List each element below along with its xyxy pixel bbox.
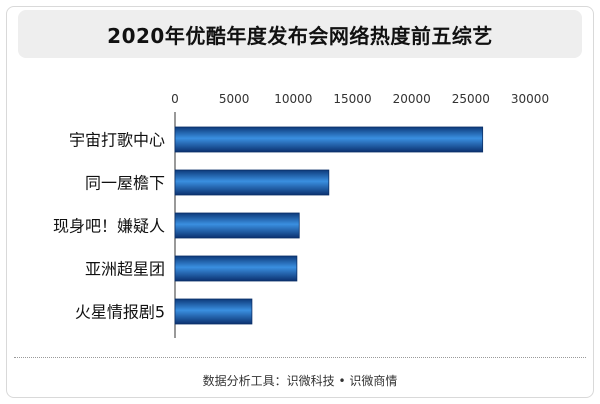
x-tick-label: 20000 (393, 92, 431, 106)
category-label: 亚洲超星团 (85, 260, 165, 279)
chart-title: 2020年优酷年度发布会网络热度前五综艺 (107, 23, 493, 48)
x-tick-label: 15000 (333, 92, 371, 106)
category-label: 现身吧！嫌疑人 (53, 217, 165, 236)
category-label: 火星情报剧5 (75, 303, 165, 322)
x-tick-label: 10000 (274, 92, 312, 106)
bar-3 (174, 212, 300, 239)
x-tick-label: 30000 (511, 92, 549, 106)
x-tick-label: 25000 (452, 92, 490, 106)
x-tick-label: 5000 (219, 92, 250, 106)
category-label: 宇宙打歌中心 (69, 131, 165, 150)
title-bar: 2020年优酷年度发布会网络热度前五综艺 (18, 10, 582, 58)
bar-1 (174, 126, 484, 153)
bar-5 (174, 298, 253, 325)
bar-2 (174, 169, 330, 196)
source-note: 数据分析工具：识微科技 • 识微商情 (202, 374, 398, 388)
footer-divider (14, 357, 586, 358)
bar-4 (174, 255, 298, 282)
chart-frame (6, 6, 594, 398)
category-label: 同一屋檐下 (85, 174, 165, 193)
x-tick-label: 0 (171, 92, 179, 106)
